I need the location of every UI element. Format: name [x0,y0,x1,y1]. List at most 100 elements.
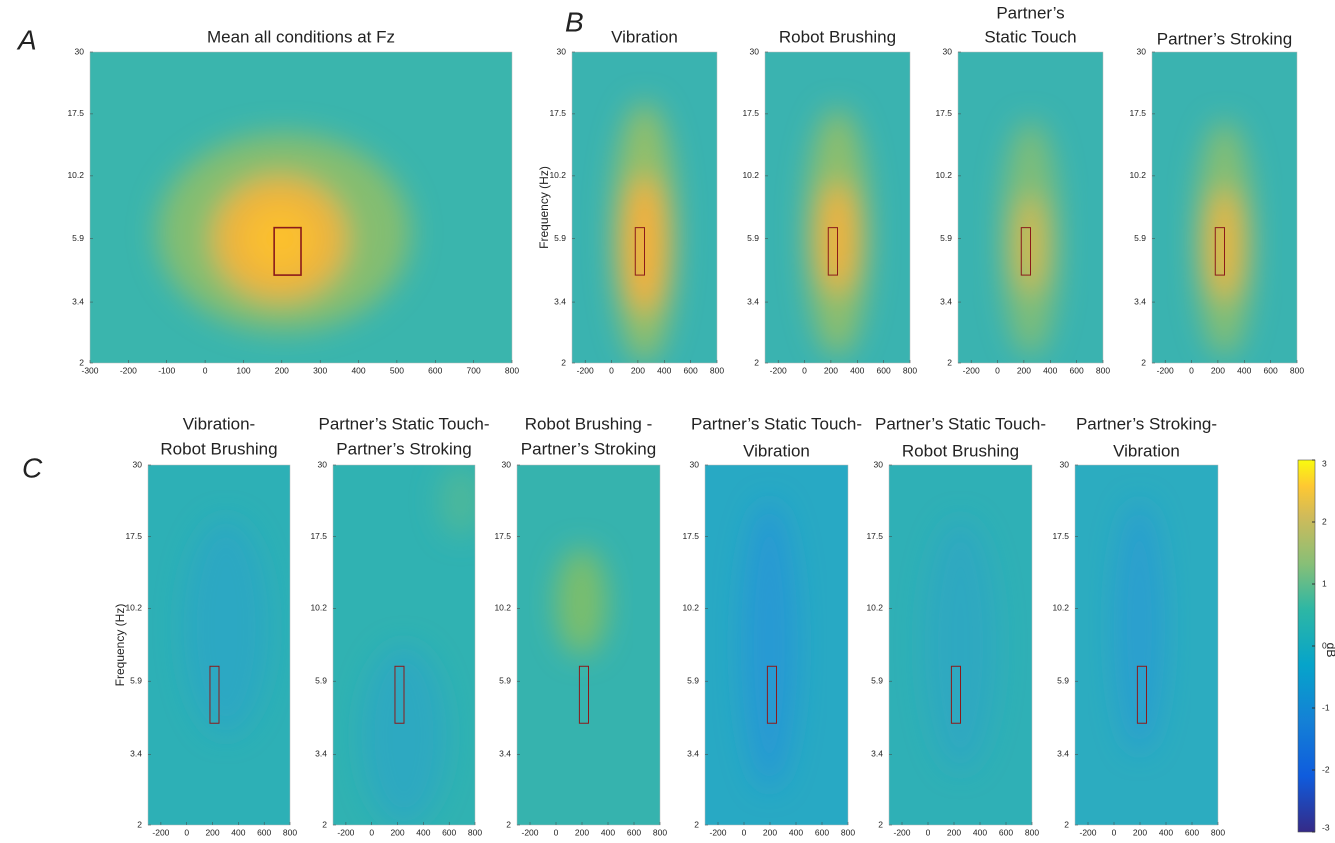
panel-title: Vibration [743,441,810,460]
y-tick-label: 3.4 [72,296,84,306]
panel-title: Vibration [1113,441,1180,460]
x-tick-label: -200 [709,827,726,837]
x-tick-label: -200 [1157,365,1174,375]
x-tick-label: 800 [841,827,855,837]
x-tick-label: 800 [710,365,724,375]
heatmap [572,52,717,363]
colorbar-tick-label: -2 [1322,764,1330,774]
heatmap-blob [555,547,608,656]
y-tick-label: 30 [557,46,567,56]
y-tick-label: 17.5 [682,531,699,541]
x-tick-label: 400 [1043,365,1057,375]
x-tick-label: -200 [577,365,594,375]
x-tick-label: 400 [973,827,987,837]
heatmap-blob [924,519,997,771]
x-tick-label: 400 [601,827,615,837]
heatmap-blob [740,501,798,789]
heatmap-blob [439,465,475,537]
x-tick-label: 200 [275,365,289,375]
x-tick-label: 200 [947,827,961,837]
panel-title: Partner’s [996,3,1064,22]
panel-title: Partner’s Stroking [336,439,471,458]
panel-letter: B [565,6,584,37]
y-tick-label: 3.4 [871,749,883,759]
x-tick-label: 200 [205,827,219,837]
y-tick-label: 10.2 [935,170,952,180]
panel-letter: C [22,452,43,483]
plot-frame [888,464,1033,826]
x-tick-label: -300 [81,365,98,375]
x-tick-label: -200 [120,365,137,375]
x-tick-label: 400 [231,827,245,837]
analysis-window [827,227,838,276]
panel-title: Mean all conditions at Fz [207,27,395,46]
heatmap-blob [183,519,269,735]
x-tick-label: 0 [1112,827,1117,837]
analysis-window [1214,227,1225,276]
x-tick-label: 200 [1017,365,1031,375]
y-tick-label: 2 [754,357,759,367]
heatmap-blobs [183,519,269,735]
plot-frame [516,464,661,826]
x-tick-label: 0 [802,365,807,375]
x-tick-label: -200 [963,365,980,375]
panel-title: Vibration- [183,414,255,433]
panel-title: Partner’s Stroking [1157,29,1292,48]
x-tick-label: 0 [1189,365,1194,375]
colorbar-tick-label: 2 [1322,516,1327,526]
analysis-window [1020,227,1031,276]
y-tick-label: 5.9 [1134,233,1146,243]
x-tick-label: 0 [554,827,559,837]
plot-frame [89,51,513,364]
y-tick-label: 2 [506,819,511,829]
y-tick-label: 2 [1141,357,1146,367]
x-tick-label: -200 [337,827,354,837]
x-tick-label: 400 [850,365,864,375]
x-tick-label: 200 [575,827,589,837]
plot-frame [147,464,291,826]
y-tick-label: 10.2 [1129,170,1146,180]
y-tick-label: 2 [1064,819,1069,829]
panel-title: Partner’s Static Touch- [318,414,489,433]
x-tick-label: -200 [1079,827,1096,837]
y-tick-label: 3.4 [1134,296,1146,306]
heatmap [765,52,910,363]
panel-title: Vibration [611,27,678,46]
analysis-window [766,665,778,724]
x-tick-label: 0 [926,827,931,837]
y-axis-label: Frequency (Hz) [113,604,127,687]
y-tick-label: 17.5 [1129,108,1146,118]
y-tick-label: 17.5 [310,531,327,541]
x-tick-label: 600 [999,827,1013,837]
y-tick-label: 3.4 [554,296,566,306]
colorbar-tick-label: -3 [1322,822,1330,832]
y-tick-label: 10.2 [125,603,142,613]
y-tick-label: 2 [878,819,883,829]
plot-frame [764,51,911,364]
y-tick-label: 5.9 [130,675,142,685]
x-tick-label: 200 [631,365,645,375]
y-tick-label: 3.4 [687,749,699,759]
x-tick-label: 0 [203,365,208,375]
x-tick-label: -100 [158,365,175,375]
x-tick-label: 800 [1096,365,1110,375]
y-tick-label: 3.4 [747,296,759,306]
heatmap-blobs [361,465,475,825]
y-tick-label: 5.9 [687,675,699,685]
plot-frame [1151,51,1298,364]
y-tick-label: 30 [1060,459,1070,469]
panel-title: Robot Brushing [779,27,896,46]
x-tick-label: 800 [653,827,667,837]
y-tick-label: 5.9 [1057,675,1069,685]
y-tick-label: 3.4 [1057,749,1069,759]
y-tick-label: 17.5 [742,108,759,118]
colorbar-tick-label: 0 [1322,640,1327,650]
x-tick-label: 200 [1133,827,1147,837]
x-tick-label: 600 [627,827,641,837]
y-tick-label: 10.2 [742,170,759,180]
heatmap-blob [246,207,314,270]
y-tick-label: 17.5 [125,531,142,541]
x-tick-label: 600 [1264,365,1278,375]
y-tick-label: 5.9 [747,233,759,243]
